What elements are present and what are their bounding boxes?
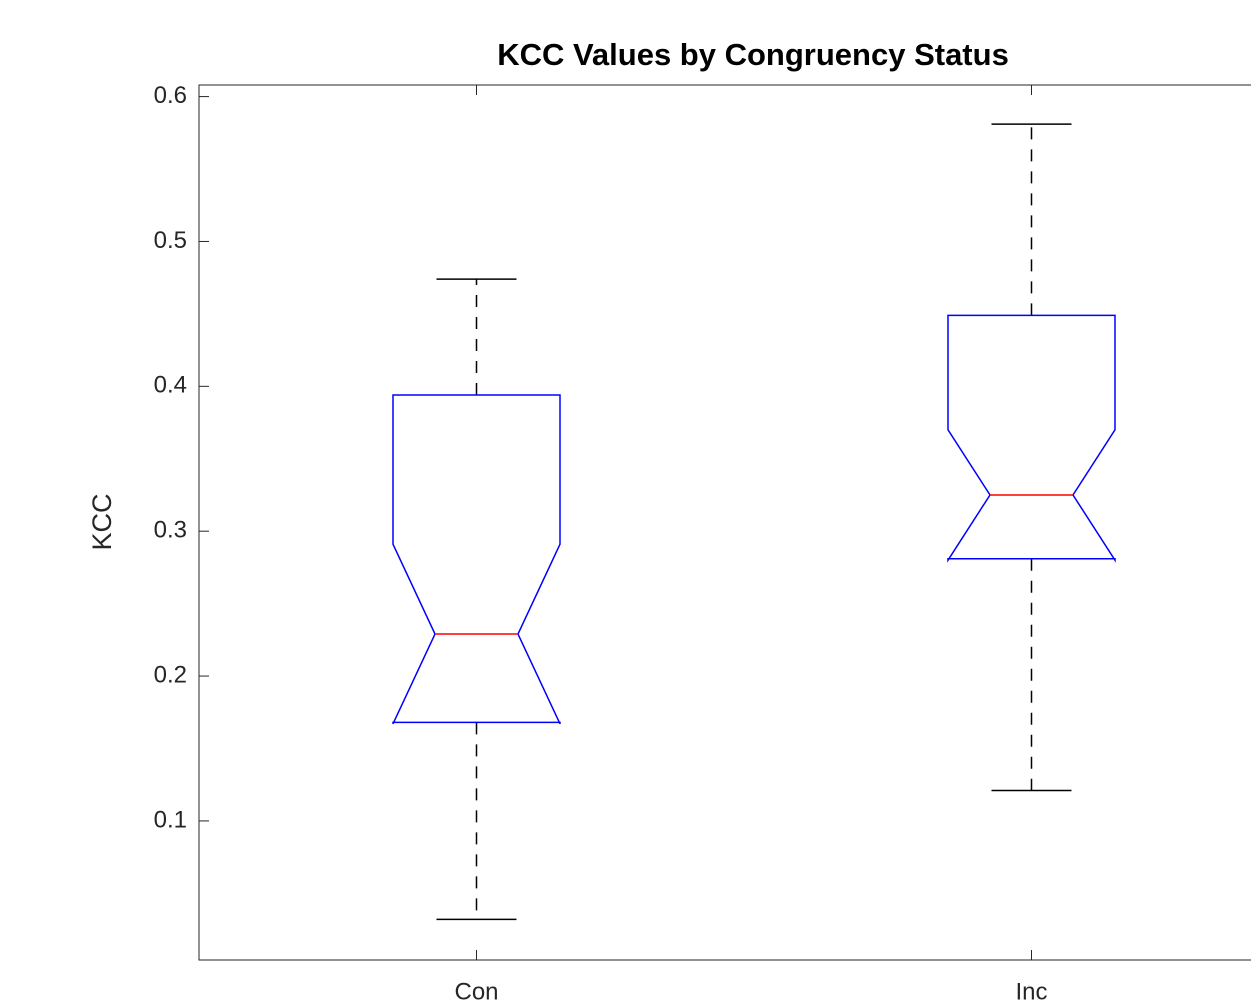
y-tick-label: 0.2: [154, 661, 187, 688]
y-tick-label: 0.6: [154, 82, 187, 109]
x-tick-label: Con: [454, 978, 498, 1003]
y-tick-label: 0.3: [154, 517, 187, 544]
y-tick-label: 0.4: [154, 372, 187, 399]
y-tick-label: 0.5: [154, 227, 187, 254]
notched-box: [392, 394, 561, 725]
notched-box: [947, 314, 1116, 563]
x-tick-label: Inc: [1015, 978, 1047, 1003]
y-axis-label: KCC: [87, 493, 117, 550]
y-tick-label: 0.1: [154, 806, 187, 833]
plot-area: [198, 84, 1251, 961]
chart-title: KCC Values by Congruency Status: [497, 37, 1009, 72]
